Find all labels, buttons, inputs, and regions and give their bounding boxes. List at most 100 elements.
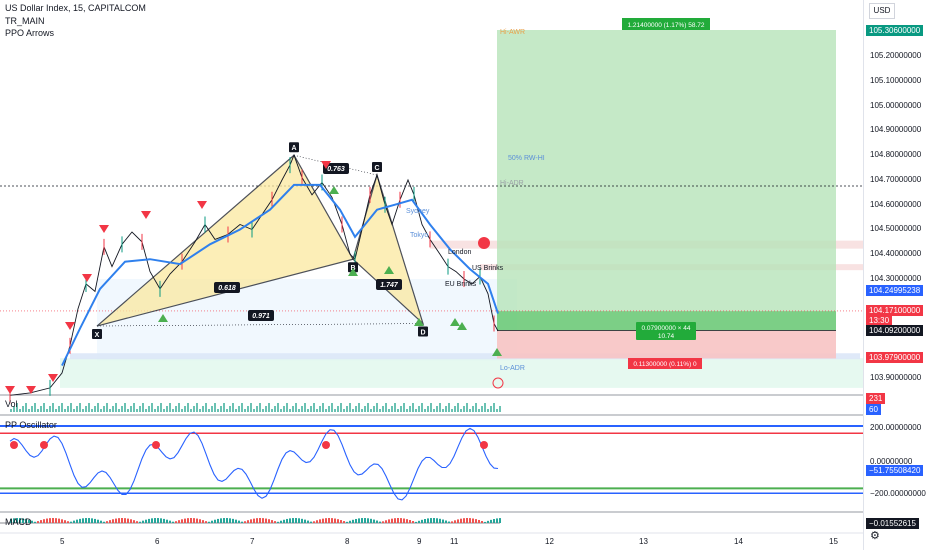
macd-bar [118, 518, 120, 523]
vol-bar [283, 406, 285, 412]
macd-bar [172, 521, 174, 523]
vol-bar [364, 406, 366, 412]
currency-button[interactable]: USD [869, 3, 895, 19]
vol-bar [391, 406, 393, 412]
vol-bar [337, 406, 339, 412]
vol-bar [286, 403, 288, 412]
macd-bar [106, 521, 108, 523]
indicator-tr-main[interactable]: TR_MAIN [5, 16, 45, 26]
macd-bar [151, 518, 153, 523]
buy-arrow [492, 348, 502, 356]
vol-bar [490, 406, 492, 412]
macd-bar [79, 518, 81, 523]
macd-bar [121, 518, 123, 523]
vol-bar [412, 403, 414, 412]
macd-pane-label[interactable]: MACD [5, 517, 32, 527]
macd-bar [364, 518, 366, 523]
macd-bar [112, 519, 114, 523]
macd-bar [391, 518, 393, 523]
macd-bar [76, 519, 78, 523]
vol-bar [259, 403, 261, 412]
vol-bar [25, 403, 27, 412]
price-line [9, 153, 499, 396]
vol-bar [190, 409, 192, 412]
vol-bar [463, 406, 465, 412]
vol-bar [382, 406, 384, 412]
macd-bar [175, 521, 177, 523]
macd-bar [85, 518, 87, 523]
vol-bar [187, 403, 189, 412]
macd-bar [190, 518, 192, 523]
macd-bar [451, 521, 453, 523]
vol-bar [40, 406, 42, 412]
macd-tag: −0.01552615 [866, 518, 919, 529]
vol-bar [478, 409, 480, 412]
vol-bar [37, 409, 39, 412]
macd-bar [139, 521, 141, 523]
vol-bar [298, 409, 300, 412]
vol-bar [133, 403, 135, 412]
macd-bar [184, 518, 186, 523]
macd-bar [316, 520, 318, 523]
sell-arrow [321, 161, 331, 169]
osc-pane-label[interactable]: PP Oscillator [5, 420, 57, 430]
vol-bar [31, 406, 33, 412]
vol-bar [442, 409, 444, 412]
annotation: Tokyo [410, 232, 428, 239]
osc-tag: −51.75508420 [866, 465, 924, 476]
vol-bar [355, 406, 357, 412]
vol-bar [394, 403, 396, 412]
vol-bar [196, 403, 198, 412]
macd-bar [295, 518, 297, 523]
vol-bar [397, 409, 399, 412]
price-tick-label: 104.40000000 [870, 249, 922, 259]
macd-bar [361, 518, 363, 523]
macd-bar [208, 521, 210, 523]
macd-bar [133, 520, 135, 523]
indicator-ppo-arrows[interactable]: PPO Arrows [5, 28, 55, 38]
macd-bar [52, 518, 54, 523]
chart-canvas[interactable]: 1.21400000 (1.17%) 58.72 0.11300000 (0.11… [0, 0, 863, 550]
macd-bar [310, 521, 312, 523]
vol-bar [451, 409, 453, 412]
price-tick-label: 104.70000000 [870, 174, 922, 184]
price-tick-label: 105.00000000 [870, 100, 922, 110]
gear-icon[interactable]: ⚙ [870, 530, 880, 542]
vol-bar [235, 409, 237, 412]
vol-bar [109, 409, 111, 412]
pattern-point-b [348, 262, 358, 273]
vol-bar [358, 403, 360, 412]
macd-bar [49, 518, 51, 523]
vol-bar [169, 403, 171, 412]
macd-bar [487, 520, 489, 523]
vol-pane-label[interactable]: Vol [5, 399, 18, 409]
vol-bar [214, 403, 216, 412]
macd-bar [373, 519, 375, 523]
price-tick-label: 105.20000000 [870, 51, 922, 61]
osc-signal-dot [40, 441, 48, 449]
osc-tick-label: −200.00000000 [870, 489, 926, 498]
vol-bar [100, 409, 102, 412]
buy-arrow [450, 318, 460, 326]
vol-bar [433, 409, 435, 412]
macd-bar [163, 518, 165, 523]
pattern-point-d [418, 326, 428, 337]
price-axis[interactable] [863, 0, 932, 550]
vol-bar [205, 403, 207, 412]
price-tick-label: 104.50000000 [870, 224, 922, 234]
vol-bar [241, 403, 243, 412]
vol-bar [88, 403, 90, 412]
osc-signal-dot [10, 441, 18, 449]
symbol-title[interactable]: US Dollar Index, 15, CAPITALCOM [5, 3, 146, 13]
vol-bar [22, 406, 24, 412]
macd-bar [394, 518, 396, 523]
vol-bar [409, 406, 411, 412]
vol-bar [496, 409, 498, 412]
macd-bar [490, 519, 492, 523]
macd-bar [250, 519, 252, 523]
vol-bar [340, 403, 342, 412]
macd-bar [262, 518, 264, 523]
vol-bar [466, 403, 468, 412]
vol-bar [310, 406, 312, 412]
